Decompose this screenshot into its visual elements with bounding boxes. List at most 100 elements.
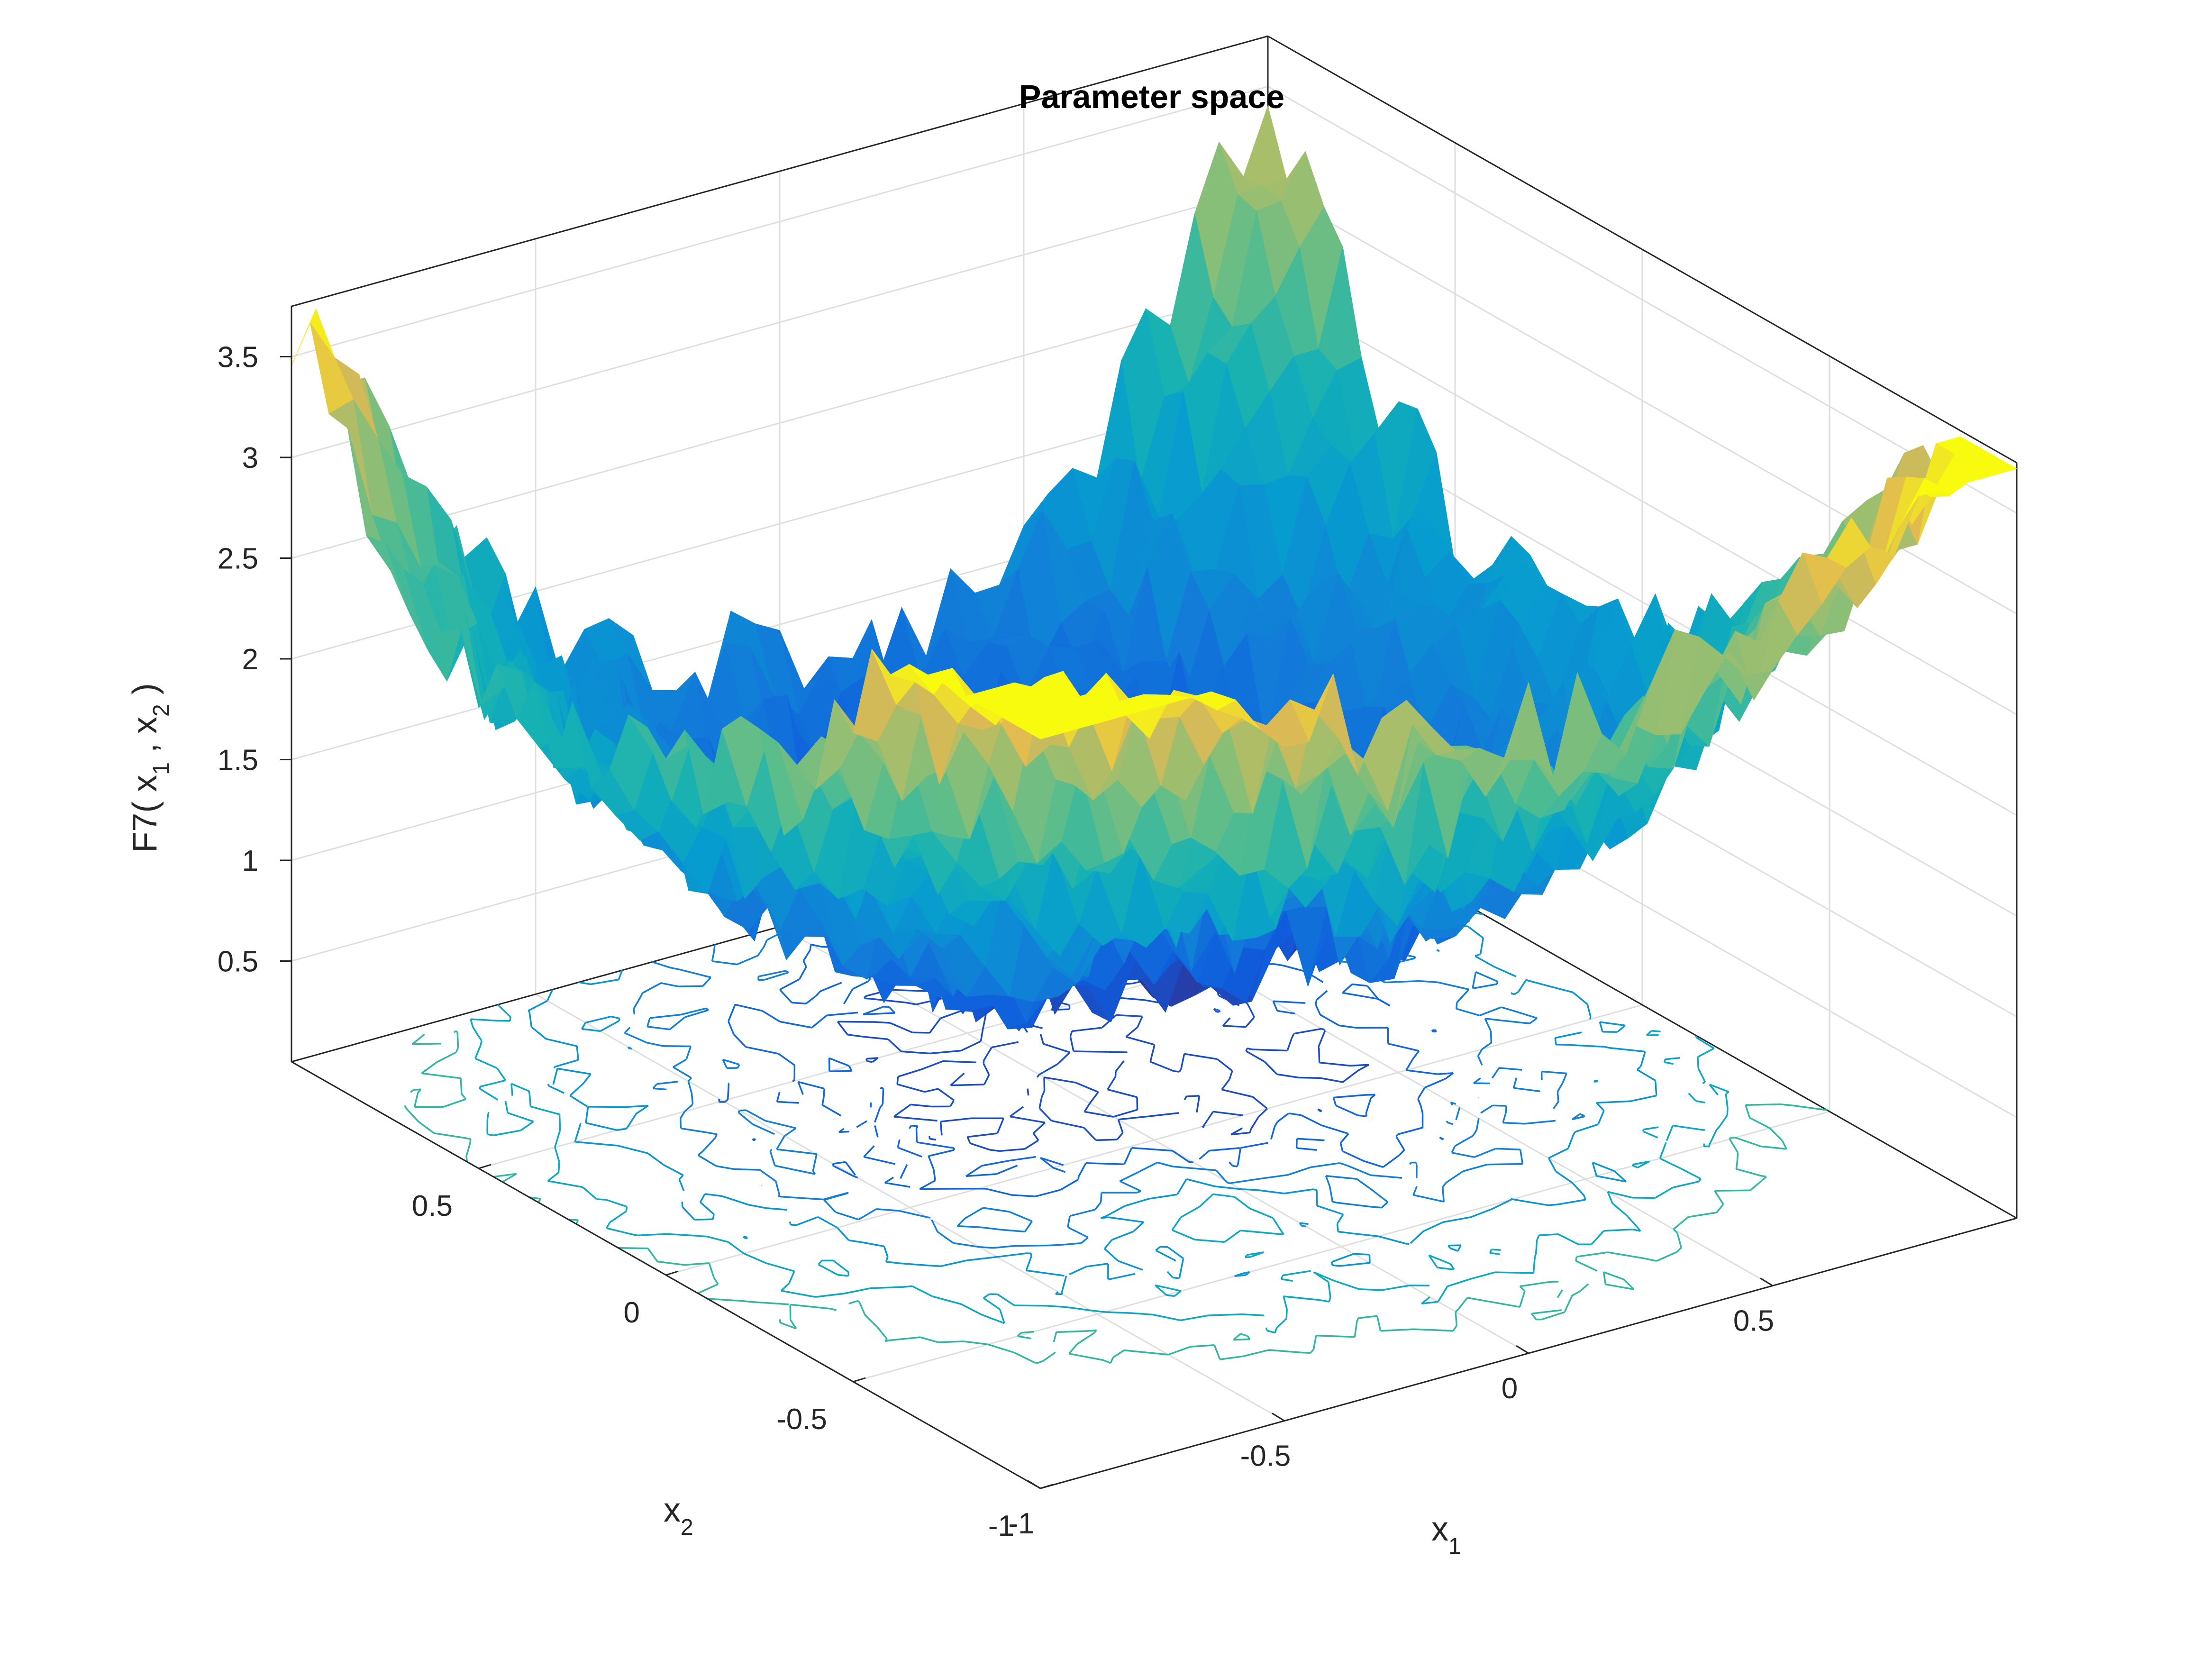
contour-segment bbox=[735, 1003, 763, 1012]
contour-segment bbox=[859, 1302, 866, 1316]
contour-segment bbox=[1342, 1069, 1359, 1083]
contour-segment bbox=[1338, 1024, 1356, 1029]
contour-segment bbox=[1492, 1067, 1500, 1079]
contour-segment bbox=[1709, 1084, 1719, 1095]
contour-segment bbox=[1456, 989, 1470, 1003]
contour-segment bbox=[981, 1313, 1005, 1324]
contour-segment bbox=[1557, 1199, 1586, 1205]
contour-segment bbox=[982, 1022, 985, 1029]
contour-segment bbox=[909, 1125, 912, 1129]
contour-segment bbox=[470, 1019, 474, 1028]
contour-segment bbox=[739, 1109, 746, 1112]
contour-segment bbox=[691, 1094, 694, 1105]
contour-segment bbox=[1276, 1318, 1287, 1329]
contour-segment bbox=[1543, 984, 1574, 994]
contour-segment bbox=[1437, 1298, 1441, 1303]
contour-segment bbox=[1205, 1168, 1217, 1171]
contour-segment bbox=[1339, 1262, 1370, 1267]
z-tick-label: 2.5 bbox=[218, 543, 258, 575]
contour-segment bbox=[1626, 1214, 1639, 1229]
contour-segment bbox=[874, 1021, 891, 1024]
contour-segment bbox=[1202, 1126, 1205, 1128]
contour-segment bbox=[1040, 1157, 1054, 1169]
contour-segment bbox=[531, 1026, 547, 1040]
contour-segment bbox=[1555, 1170, 1573, 1184]
contour-segment bbox=[1036, 1074, 1040, 1078]
contour-segment bbox=[1463, 1164, 1488, 1172]
contour-segment bbox=[1347, 1165, 1371, 1176]
contour-segment bbox=[746, 1237, 748, 1239]
contour-segment bbox=[1714, 1190, 1724, 1205]
contour-segment bbox=[1249, 1207, 1274, 1219]
contour-segment bbox=[1470, 1271, 1495, 1280]
contour-segment bbox=[852, 1175, 858, 1179]
contour-segment bbox=[996, 1252, 1027, 1258]
contour-segment bbox=[1356, 1178, 1374, 1191]
contour-segment bbox=[996, 1118, 1005, 1134]
contour-segment bbox=[1094, 1202, 1102, 1211]
contour-segment bbox=[410, 1089, 414, 1093]
contour-segment bbox=[1027, 1088, 1029, 1096]
contour-segment bbox=[1296, 1147, 1317, 1151]
contour-segment bbox=[1623, 1278, 1635, 1290]
contour-segment bbox=[1100, 1215, 1107, 1219]
contour-segment bbox=[1148, 1194, 1178, 1200]
contour-segment bbox=[1530, 1313, 1537, 1320]
contour-segment bbox=[1030, 1253, 1032, 1257]
contour-segment bbox=[1171, 1217, 1182, 1231]
contour-segment bbox=[1443, 1216, 1471, 1223]
contour-segment bbox=[1479, 1006, 1502, 1017]
x-axis-label: x1 bbox=[1431, 1510, 1461, 1559]
contour-segment bbox=[1116, 1014, 1143, 1018]
contour-segment bbox=[1038, 1360, 1044, 1364]
contour-segment bbox=[1572, 1131, 1576, 1136]
contour-segment bbox=[520, 1121, 534, 1131]
contour-segment bbox=[1180, 1315, 1206, 1322]
contour-segment bbox=[1499, 1067, 1522, 1071]
contour-segment bbox=[474, 1057, 498, 1069]
contour-segment bbox=[848, 1300, 857, 1305]
contour-segment bbox=[1067, 1215, 1071, 1228]
contour-segment bbox=[965, 1173, 997, 1177]
contour-segment bbox=[1215, 1185, 1241, 1190]
contour-segment bbox=[894, 1103, 911, 1117]
contour-segment bbox=[1613, 1170, 1627, 1183]
contour-segment bbox=[1222, 1025, 1246, 1028]
contour-segment bbox=[1229, 1070, 1233, 1080]
contour-segment bbox=[1445, 1072, 1454, 1080]
contour-segment bbox=[1359, 1288, 1382, 1291]
contour-segment bbox=[1194, 1239, 1225, 1243]
contour-segment bbox=[1596, 1175, 1627, 1183]
contour-segment bbox=[1637, 1069, 1656, 1082]
contour-segment bbox=[1749, 1177, 1766, 1191]
contour-segment bbox=[1736, 1168, 1761, 1177]
contour-segment bbox=[646, 1018, 651, 1027]
contour-segment bbox=[1041, 1091, 1046, 1097]
contour-segment bbox=[1557, 1083, 1564, 1093]
contour-segment bbox=[1487, 1163, 1523, 1166]
contour-segment bbox=[1240, 1333, 1248, 1337]
contour-segment bbox=[1155, 1284, 1182, 1292]
contour-segment bbox=[1358, 1315, 1377, 1319]
contour-segment bbox=[1592, 1162, 1598, 1176]
contour-segment bbox=[1372, 1190, 1388, 1203]
contour-segment bbox=[1417, 1098, 1422, 1106]
contour-segment bbox=[790, 1319, 797, 1329]
contour-segment bbox=[1780, 1103, 1794, 1107]
contour-segment bbox=[1264, 1061, 1278, 1075]
contour-segment bbox=[899, 1262, 929, 1267]
contour-segment bbox=[807, 1171, 816, 1175]
contour-segment bbox=[949, 1100, 955, 1107]
contour-segment bbox=[1607, 1191, 1633, 1199]
contour-segment bbox=[1104, 1239, 1113, 1249]
contour-segment bbox=[621, 1146, 648, 1154]
contour-segment bbox=[837, 1228, 850, 1241]
contour-segment bbox=[1105, 1311, 1132, 1314]
x-tick-mark bbox=[1516, 1345, 1529, 1354]
contour-segment bbox=[1455, 1308, 1459, 1313]
contour-segment bbox=[1288, 1112, 1302, 1116]
x-tick-mark bbox=[1760, 1277, 1773, 1286]
contour-segment bbox=[1429, 1254, 1451, 1265]
contour-segment bbox=[699, 1194, 706, 1203]
